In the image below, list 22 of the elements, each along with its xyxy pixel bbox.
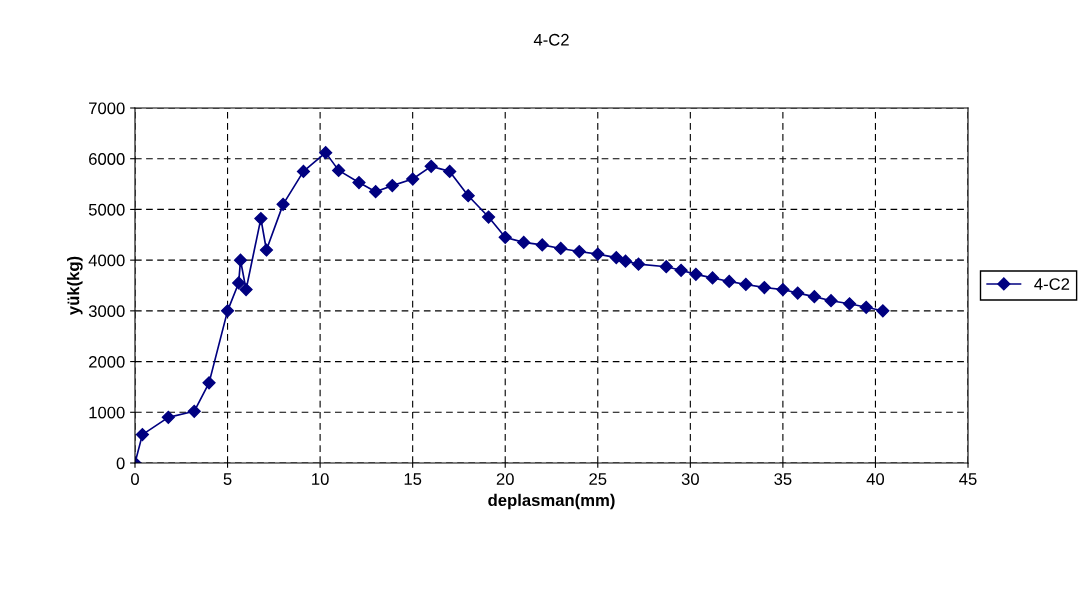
y-axis-title: yük(kg) (67, 256, 83, 315)
y-tick-label: 4000 (88, 254, 125, 267)
legend-label: 4-C2 (1034, 278, 1070, 290)
x-tick-label: 20 (496, 473, 514, 485)
x-tick-label: 15 (404, 473, 422, 485)
x-tick-label: 35 (774, 473, 792, 485)
x-axis-title: deplasman(mm) (488, 493, 615, 510)
y-tick-label: 5000 (88, 203, 125, 216)
chart-title: 4-C2 (533, 33, 569, 46)
y-tick-label: 0 (116, 457, 125, 470)
x-tick-label: 0 (131, 473, 139, 485)
x-tick-label: 10 (312, 473, 329, 485)
x-tick-label: 30 (681, 473, 699, 485)
x-tick-label: 40 (866, 473, 885, 485)
y-tick-label: 1000 (89, 406, 125, 419)
y-tick-label: 6000 (89, 153, 125, 165)
y-tick-label: 2000 (89, 355, 125, 368)
x-tick-label: 45 (959, 473, 977, 485)
x-tick-label: 25 (589, 473, 607, 485)
x-tick-label: 5 (223, 473, 232, 485)
y-tick-label: 3000 (88, 305, 125, 318)
y-tick-label: 7000 (89, 102, 125, 115)
